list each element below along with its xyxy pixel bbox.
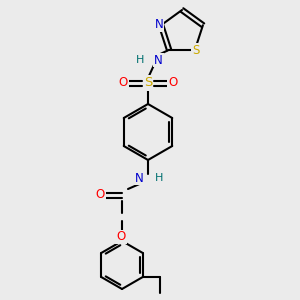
Text: O: O [118, 76, 127, 89]
Text: O: O [168, 76, 178, 89]
Text: O: O [116, 230, 126, 244]
Text: N: N [155, 18, 164, 31]
Text: O: O [95, 188, 105, 202]
Text: N: N [135, 172, 144, 184]
Text: H: H [155, 173, 164, 183]
Text: S: S [192, 44, 200, 57]
Text: S: S [144, 76, 152, 89]
Text: N: N [154, 53, 163, 67]
Text: H: H [136, 55, 144, 65]
